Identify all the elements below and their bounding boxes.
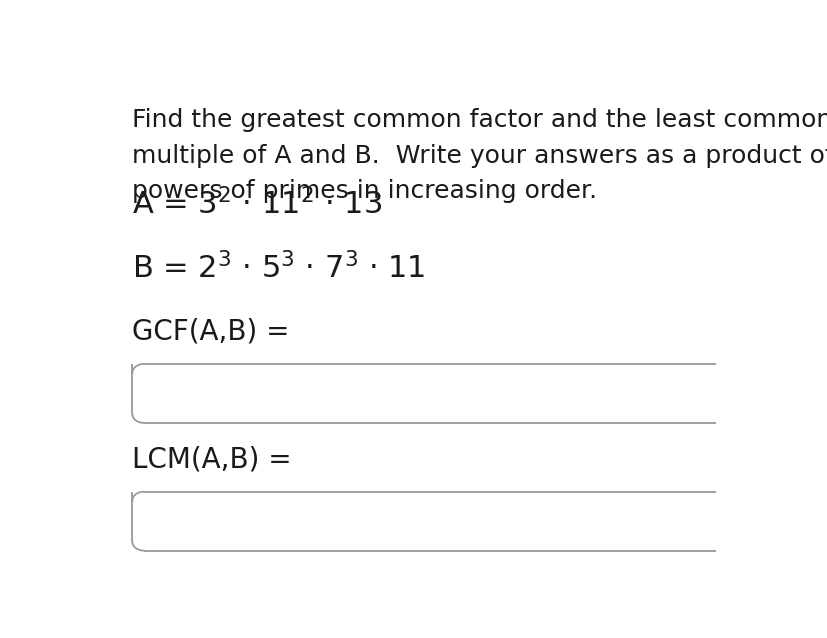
Text: A = 3$^{2}$ · 11$^{2}$ · 13: A = 3$^{2}$ · 11$^{2}$ · 13 [132, 188, 382, 220]
Text: LCM(A,B) =: LCM(A,B) = [132, 445, 292, 473]
Text: B = 2$^{3}$ · 5$^{3}$ · 7$^{3}$ · 11: B = 2$^{3}$ · 5$^{3}$ · 7$^{3}$ · 11 [132, 251, 425, 284]
Text: multiple of A and B.  Write your answers as a product of: multiple of A and B. Write your answers … [132, 144, 827, 168]
Text: powers of primes in increasing order.: powers of primes in increasing order. [132, 179, 597, 204]
Text: Find the greatest common factor and the least common: Find the greatest common factor and the … [132, 108, 827, 133]
Text: GCF(A,B) =: GCF(A,B) = [132, 317, 289, 345]
